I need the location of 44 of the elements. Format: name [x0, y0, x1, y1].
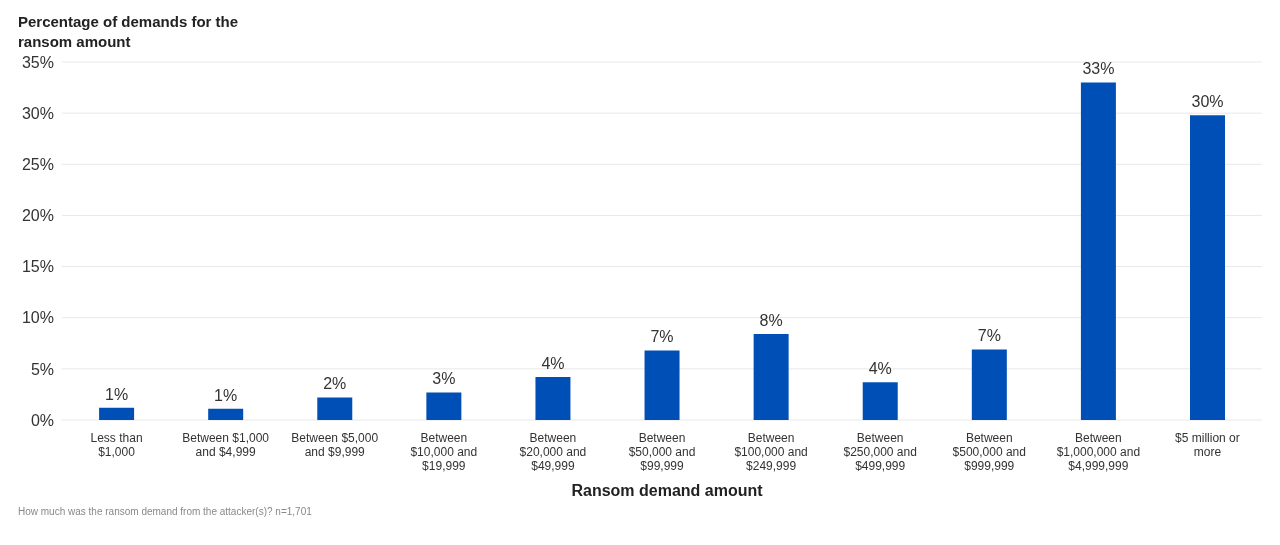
bar	[1080, 82, 1116, 420]
data-label: 30%	[1191, 93, 1224, 111]
bar	[535, 377, 571, 420]
x-tick-label: Less than $1,000	[90, 431, 143, 459]
data-label: 8%	[759, 312, 783, 330]
y-axis-title: Percentage of demands for the ransom amount	[18, 12, 240, 52]
bar	[426, 392, 462, 420]
data-label: 7%	[650, 328, 674, 346]
bar	[317, 397, 353, 420]
data-label: 33%	[1082, 60, 1115, 78]
y-tick-label: 10%	[21, 309, 54, 327]
bar	[99, 407, 135, 420]
y-tick-label: 15%	[21, 258, 54, 276]
y-tick-label: 5%	[30, 360, 54, 378]
data-label: 4%	[868, 360, 892, 378]
x-tick-label: Between $10,000 and $19,999	[410, 431, 478, 473]
x-tick-label: Between $100,000 and $249,999	[734, 431, 808, 473]
data-label: 7%	[977, 327, 1001, 345]
y-tick-label: 30%	[21, 104, 54, 122]
x-tick-label: Between $1,000 and $4,999	[182, 431, 270, 459]
x-tick-label: Between $1,000,000 and $4,999,999	[1056, 431, 1141, 473]
bar	[862, 382, 898, 420]
bar	[753, 334, 789, 420]
bar	[1190, 115, 1225, 420]
bar	[208, 408, 244, 420]
data-label: 1%	[214, 386, 238, 404]
x-tick-label: Between $250,000 and $499,999	[843, 431, 917, 473]
y-tick-label: 35%	[21, 53, 54, 71]
x-tick-label: Between $50,000 and $99,999	[628, 431, 696, 473]
y-tick-label: 0%	[30, 411, 54, 429]
bar	[644, 350, 680, 420]
x-tick-label: Between $500,000 and $999,999	[952, 431, 1026, 473]
x-axis-title: Ransom demand amount	[570, 482, 764, 500]
text: How much was the ransom demand from the attacker(s)? n=1,701	[18, 506, 313, 517]
data-label: 1%	[105, 385, 129, 403]
data-label: 4%	[541, 355, 565, 373]
x-tick-label: Between $20,000 and $49,999	[519, 431, 587, 473]
y-tick-label: 25%	[21, 155, 54, 173]
bar	[971, 349, 1007, 420]
x-tick-label: Between $5,000 and $9,999	[291, 431, 379, 459]
data-label: 3%	[432, 370, 456, 388]
y-tick-label: 20%	[21, 207, 54, 225]
x-tick-label: $5 million or more	[1175, 431, 1240, 459]
data-label: 2%	[323, 375, 347, 393]
